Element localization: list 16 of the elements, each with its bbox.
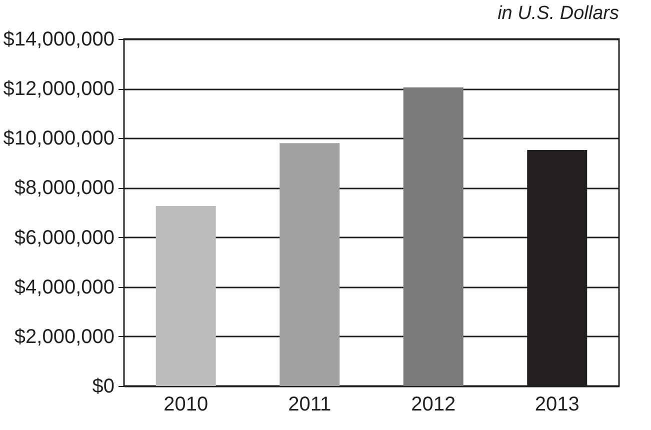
bar <box>156 206 216 386</box>
y-tick-label: $6,000,000 <box>14 226 114 249</box>
y-tick-label: $12,000,000 <box>3 78 114 100</box>
bar <box>280 143 340 386</box>
y-tick-label: $4,000,000 <box>14 276 114 298</box>
y-tick-label: $10,000,000 <box>3 128 114 150</box>
x-tick-label: 2012 <box>411 394 456 416</box>
x-tick-label: 2013 <box>534 394 580 416</box>
y-tick-label: $0 <box>92 376 114 398</box>
y-tick-label: $2,000,000 <box>14 326 114 348</box>
x-tick-label: 2010 <box>164 394 208 416</box>
bar <box>403 87 464 386</box>
x-tick-label: 2011 <box>288 394 332 416</box>
y-tick-label: $14,000,000 <box>3 28 114 50</box>
y-tick-label: $8,000,000 <box>14 177 114 200</box>
chart-title: in U.S. Dollars <box>498 3 620 24</box>
